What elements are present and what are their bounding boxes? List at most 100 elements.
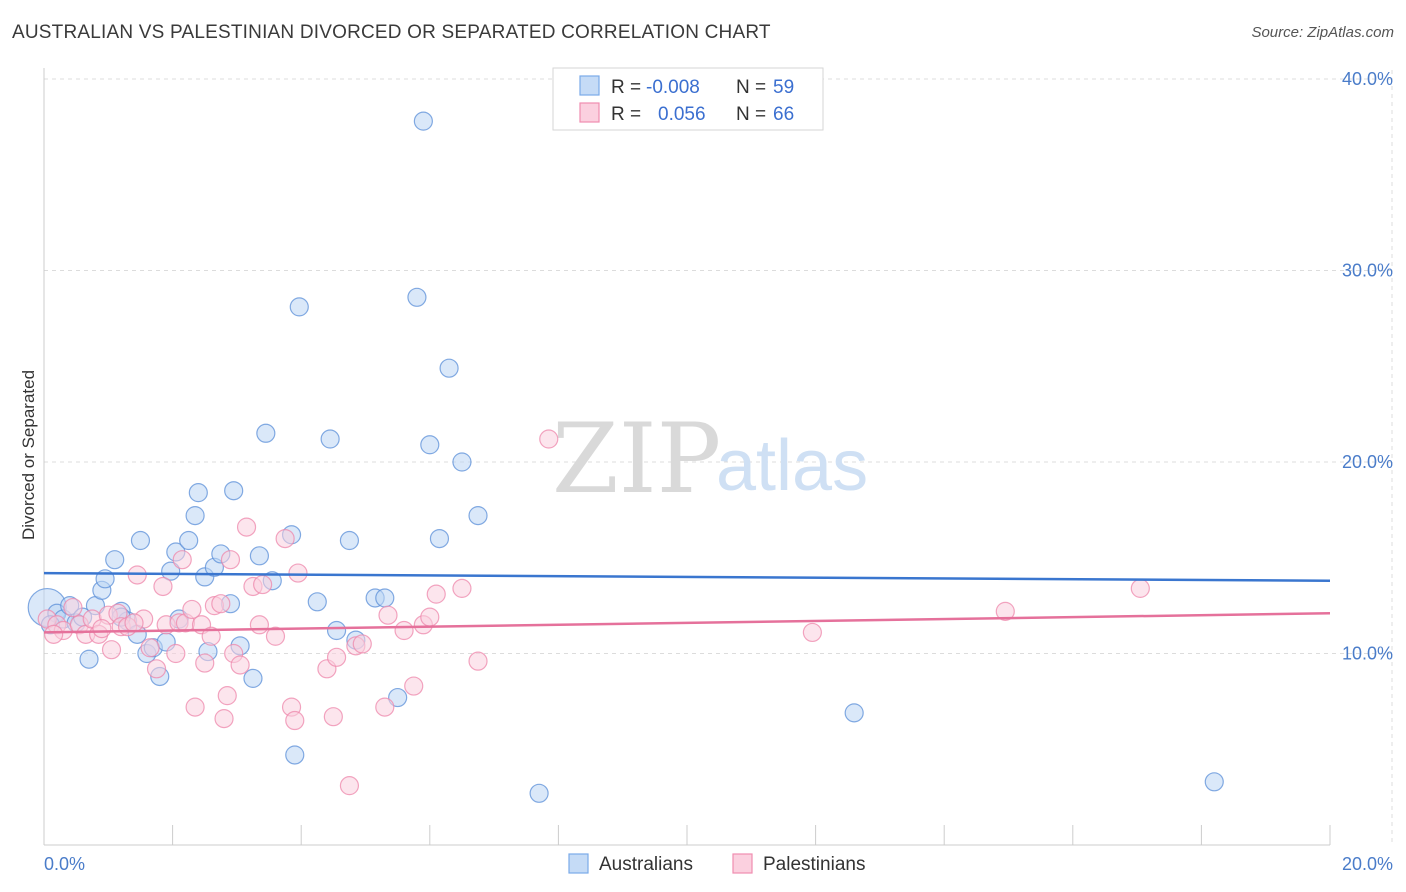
palestinians-point-55 [420,607,440,627]
palestinians-point-38 [253,574,273,595]
chart-source: Source: ZipAtlas.com [1251,24,1394,41]
australians-point-48 [420,435,440,455]
legend-r-label-1: R = [611,77,641,98]
bottom-legend-swatch-australians [568,853,589,874]
palestinians-point-53 [404,676,424,696]
palestinians-point-37 [249,615,270,635]
legend-n-label-1: N = [736,77,766,98]
palestinians-point-59 [539,429,559,449]
palestinians-trend-line [43,612,1331,634]
australians-point-52 [468,506,488,526]
x-tick-label-min: 0.0% [44,854,85,874]
palestinians-point-40 [275,528,295,549]
australians-trend-line [43,571,1331,582]
legend-r-label-2: R = [611,104,641,125]
palestinians-point-9 [101,640,122,660]
watermark-zip: ZIP [552,403,721,515]
y-axis-label: Divorced or Separated [19,370,38,540]
y-tick-label-3: 40.0% [1342,69,1393,89]
legend-n-value-1: 59 [773,77,794,98]
palestinians-point-39 [265,626,286,646]
palestinians-point-21 [172,550,192,570]
y-tick-label-0: 10.0% [1342,644,1393,664]
palestinians-point-60 [802,622,822,643]
data-points [27,111,1224,803]
palestinians-point-63 [44,624,64,644]
bottom-legend-swatch-palestinians [732,853,753,874]
y-tick-label-1: 20.0% [1342,452,1393,472]
palestinians-point-64 [92,619,112,639]
australians-point-23 [188,483,208,503]
australians-point-5 [79,649,99,669]
palestinians-point-29 [211,594,231,614]
palestinians-point-45 [323,707,343,727]
palestinians-point-57 [452,578,472,598]
bottom-legend-palestinians: Palestinians [763,854,865,875]
legend-swatch-australians [579,75,600,96]
bottom-legend-australians: Australians [599,854,693,875]
palestinians-point-27 [201,626,221,646]
australians-point-33 [256,423,276,443]
australians-point-49 [429,528,450,549]
palestinians-point-42 [285,710,305,731]
palestinians-point-19 [166,643,186,664]
australians-point-39 [320,429,340,449]
australians-point-9 [105,550,125,570]
series-legend: Australians Palestinians [568,853,865,875]
australians-point-41 [339,530,360,551]
australians-point-54 [844,703,864,723]
australians-point-50 [439,358,459,378]
palestinians-point-30 [214,709,234,729]
australians-point-45 [388,687,408,708]
palestinians-point-51 [378,605,398,625]
palestinians-point-26 [195,653,215,673]
palestinians-point-15 [140,638,160,658]
legend-r-value-1: -0.008 [646,77,700,98]
australians-point-53 [529,783,549,803]
australians-point-55 [1204,772,1224,792]
palestinians-point-61 [995,601,1015,621]
australians-point-40 [326,620,347,641]
palestinians-point-13 [127,565,147,585]
palestinians-point-23 [182,599,202,620]
palestinians-point-50 [375,697,395,717]
x-tick-label-max: 20.0% [1342,854,1393,874]
palestinians-point-16 [146,659,167,679]
legend-r-value-2: 0.056 [658,104,706,125]
palestinians-point-46 [326,647,347,667]
australians-point-29 [224,481,244,501]
palestinians-point-32 [220,550,241,570]
axes [43,68,1331,846]
australians-point-51 [452,452,472,472]
australians-point-46 [407,287,427,307]
palestinians-point-34 [230,655,250,675]
axis-labels: 10.0% 20.0% 30.0% 40.0% 0.0% 20.0% [44,69,1393,874]
palestinians-point-56 [426,584,446,604]
australians-point-44 [375,588,395,608]
legend-n-label-2: N = [736,104,766,125]
y-tick-label-2: 30.0% [1342,261,1393,281]
palestinians-point-3 [63,597,83,618]
watermark: ZIP atlas [552,403,868,515]
palestinians-point-52 [394,620,414,641]
australians-point-22 [185,506,205,526]
legend-n-value-2: 66 [773,104,794,125]
palestinians-point-47 [339,776,360,796]
australians-point-37 [289,297,309,317]
australians-point-36 [285,745,305,765]
australians-point-21 [179,530,199,551]
palestinians-point-31 [217,686,237,706]
palestinians-point-24 [185,697,205,717]
palestinians-point-58 [468,651,488,671]
australians-point-38 [307,592,327,612]
palestinians-point-62 [1130,578,1150,598]
watermark-atlas: atlas [716,426,868,506]
palestinians-point-17 [153,576,173,597]
palestinians-point-43 [288,563,308,583]
grid-lines [44,70,1393,845]
australians-point-31 [243,668,263,688]
legend-swatch-palestinians [579,102,600,123]
australians-point-18 [161,561,181,581]
palestinians-point-65 [124,613,144,633]
